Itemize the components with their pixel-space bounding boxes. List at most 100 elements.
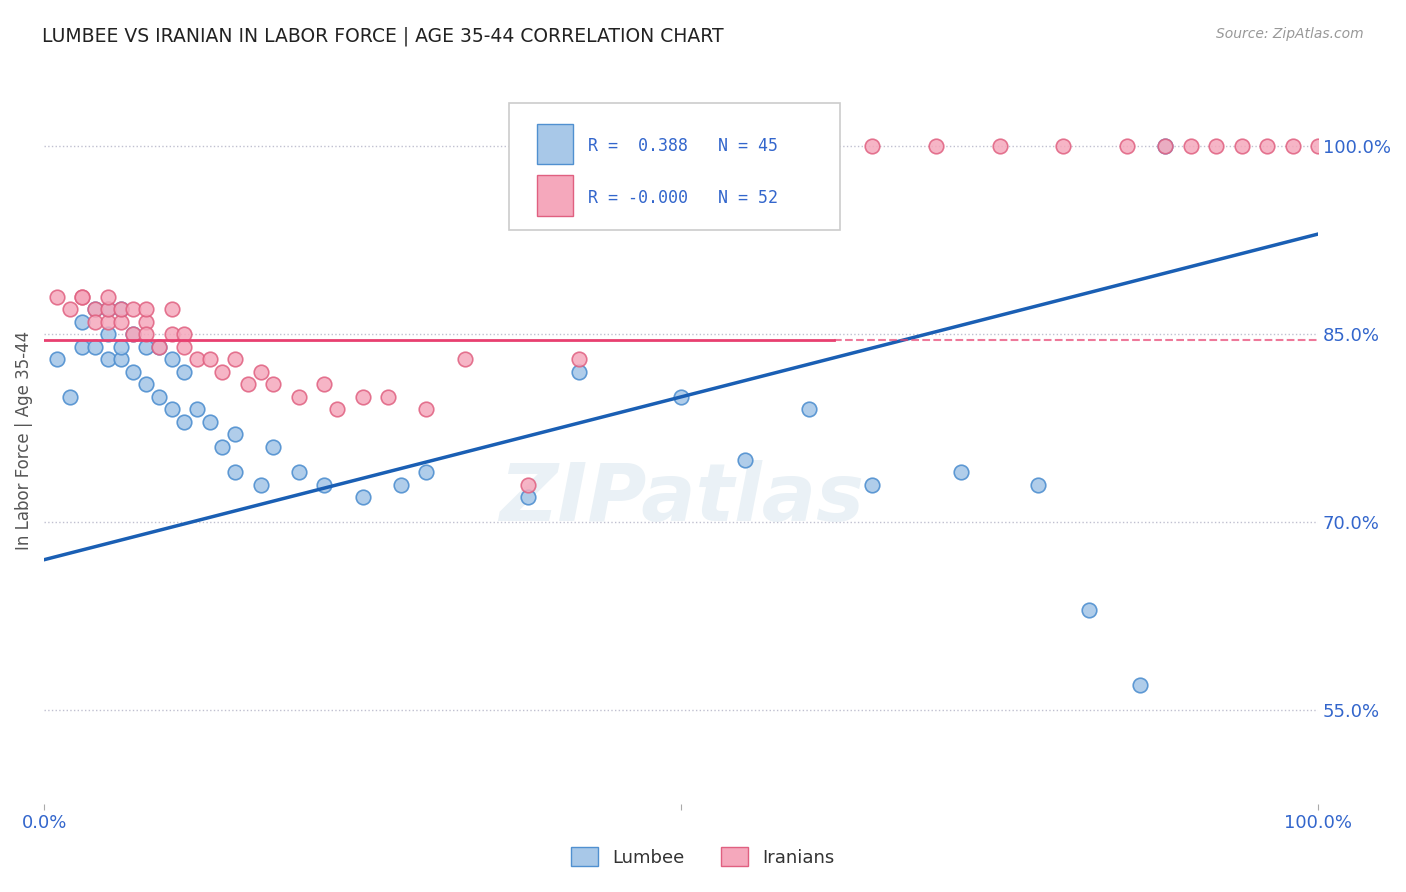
Point [186,352,208,367]
Text: ZIPatlas: ZIPatlas [499,460,863,538]
Point [211,365,233,379]
Point [45,352,67,367]
Point [1308,139,1330,153]
Point [160,327,183,342]
Point [262,377,284,392]
Point [288,390,311,404]
Point [377,390,399,404]
Point [198,352,221,367]
Point [860,139,883,153]
Text: R =  0.388   N = 45: R = 0.388 N = 45 [588,137,778,155]
Point [110,302,132,317]
Point [1077,603,1099,617]
Point [110,340,132,354]
Point [1180,139,1202,153]
Point [224,465,246,479]
Point [950,465,973,479]
Point [925,139,948,153]
Point [72,290,94,304]
Point [669,390,692,404]
Point [1026,477,1049,491]
Point [224,427,246,442]
Point [224,352,246,367]
Point [1256,139,1278,153]
Point [453,352,475,367]
Point [236,377,259,392]
Point [352,390,374,404]
Point [97,290,120,304]
Point [160,302,183,317]
Text: Source: ZipAtlas.com: Source: ZipAtlas.com [1216,27,1364,41]
Point [148,340,170,354]
Point [110,352,132,367]
Point [568,352,591,367]
Point [160,352,183,367]
Point [988,139,1011,153]
Point [84,315,107,329]
Point [97,315,120,329]
Point [122,327,145,342]
Point [97,302,120,317]
Point [97,302,120,317]
Point [1052,139,1074,153]
Point [415,465,437,479]
Point [326,402,349,417]
Text: LUMBEE VS IRANIAN IN LABOR FORCE | AGE 35-44 CORRELATION CHART: LUMBEE VS IRANIAN IN LABOR FORCE | AGE 3… [42,27,724,46]
Point [135,302,157,317]
Point [148,340,170,354]
Point [314,377,336,392]
Point [173,340,195,354]
Point [288,465,311,479]
Point [97,352,120,367]
Point [135,340,157,354]
Point [389,477,412,491]
Point [517,490,540,504]
Point [262,440,284,454]
Point [352,490,374,504]
Point [122,365,145,379]
Point [860,477,883,491]
Point [58,302,80,317]
Point [1281,139,1303,153]
Point [173,415,195,429]
Point [135,377,157,392]
Point [110,315,132,329]
Legend: Lumbee, Iranians: Lumbee, Iranians [564,840,842,874]
Point [45,290,67,304]
Point [110,302,132,317]
Y-axis label: In Labor Force | Age 35-44: In Labor Force | Age 35-44 [15,331,32,550]
Point [1116,139,1139,153]
Point [72,315,94,329]
Point [415,402,437,417]
Point [173,327,195,342]
FancyBboxPatch shape [537,124,572,164]
Point [517,477,540,491]
Point [72,290,94,304]
Point [734,452,756,467]
Point [1154,139,1177,153]
Point [1205,139,1227,153]
Point [122,302,145,317]
Point [84,302,107,317]
Point [669,139,692,153]
Text: R = -0.000   N = 52: R = -0.000 N = 52 [588,189,778,207]
Point [84,340,107,354]
Point [97,327,120,342]
Point [135,315,157,329]
FancyBboxPatch shape [537,176,572,216]
Point [72,340,94,354]
Point [568,365,591,379]
Point [148,390,170,404]
Point [122,327,145,342]
Point [734,139,756,153]
Point [1230,139,1253,153]
Point [198,415,221,429]
Point [135,327,157,342]
Point [58,390,80,404]
Point [249,365,271,379]
Point [797,139,820,153]
Point [84,302,107,317]
Point [1129,678,1152,692]
Point [797,402,820,417]
Point [1154,139,1177,153]
